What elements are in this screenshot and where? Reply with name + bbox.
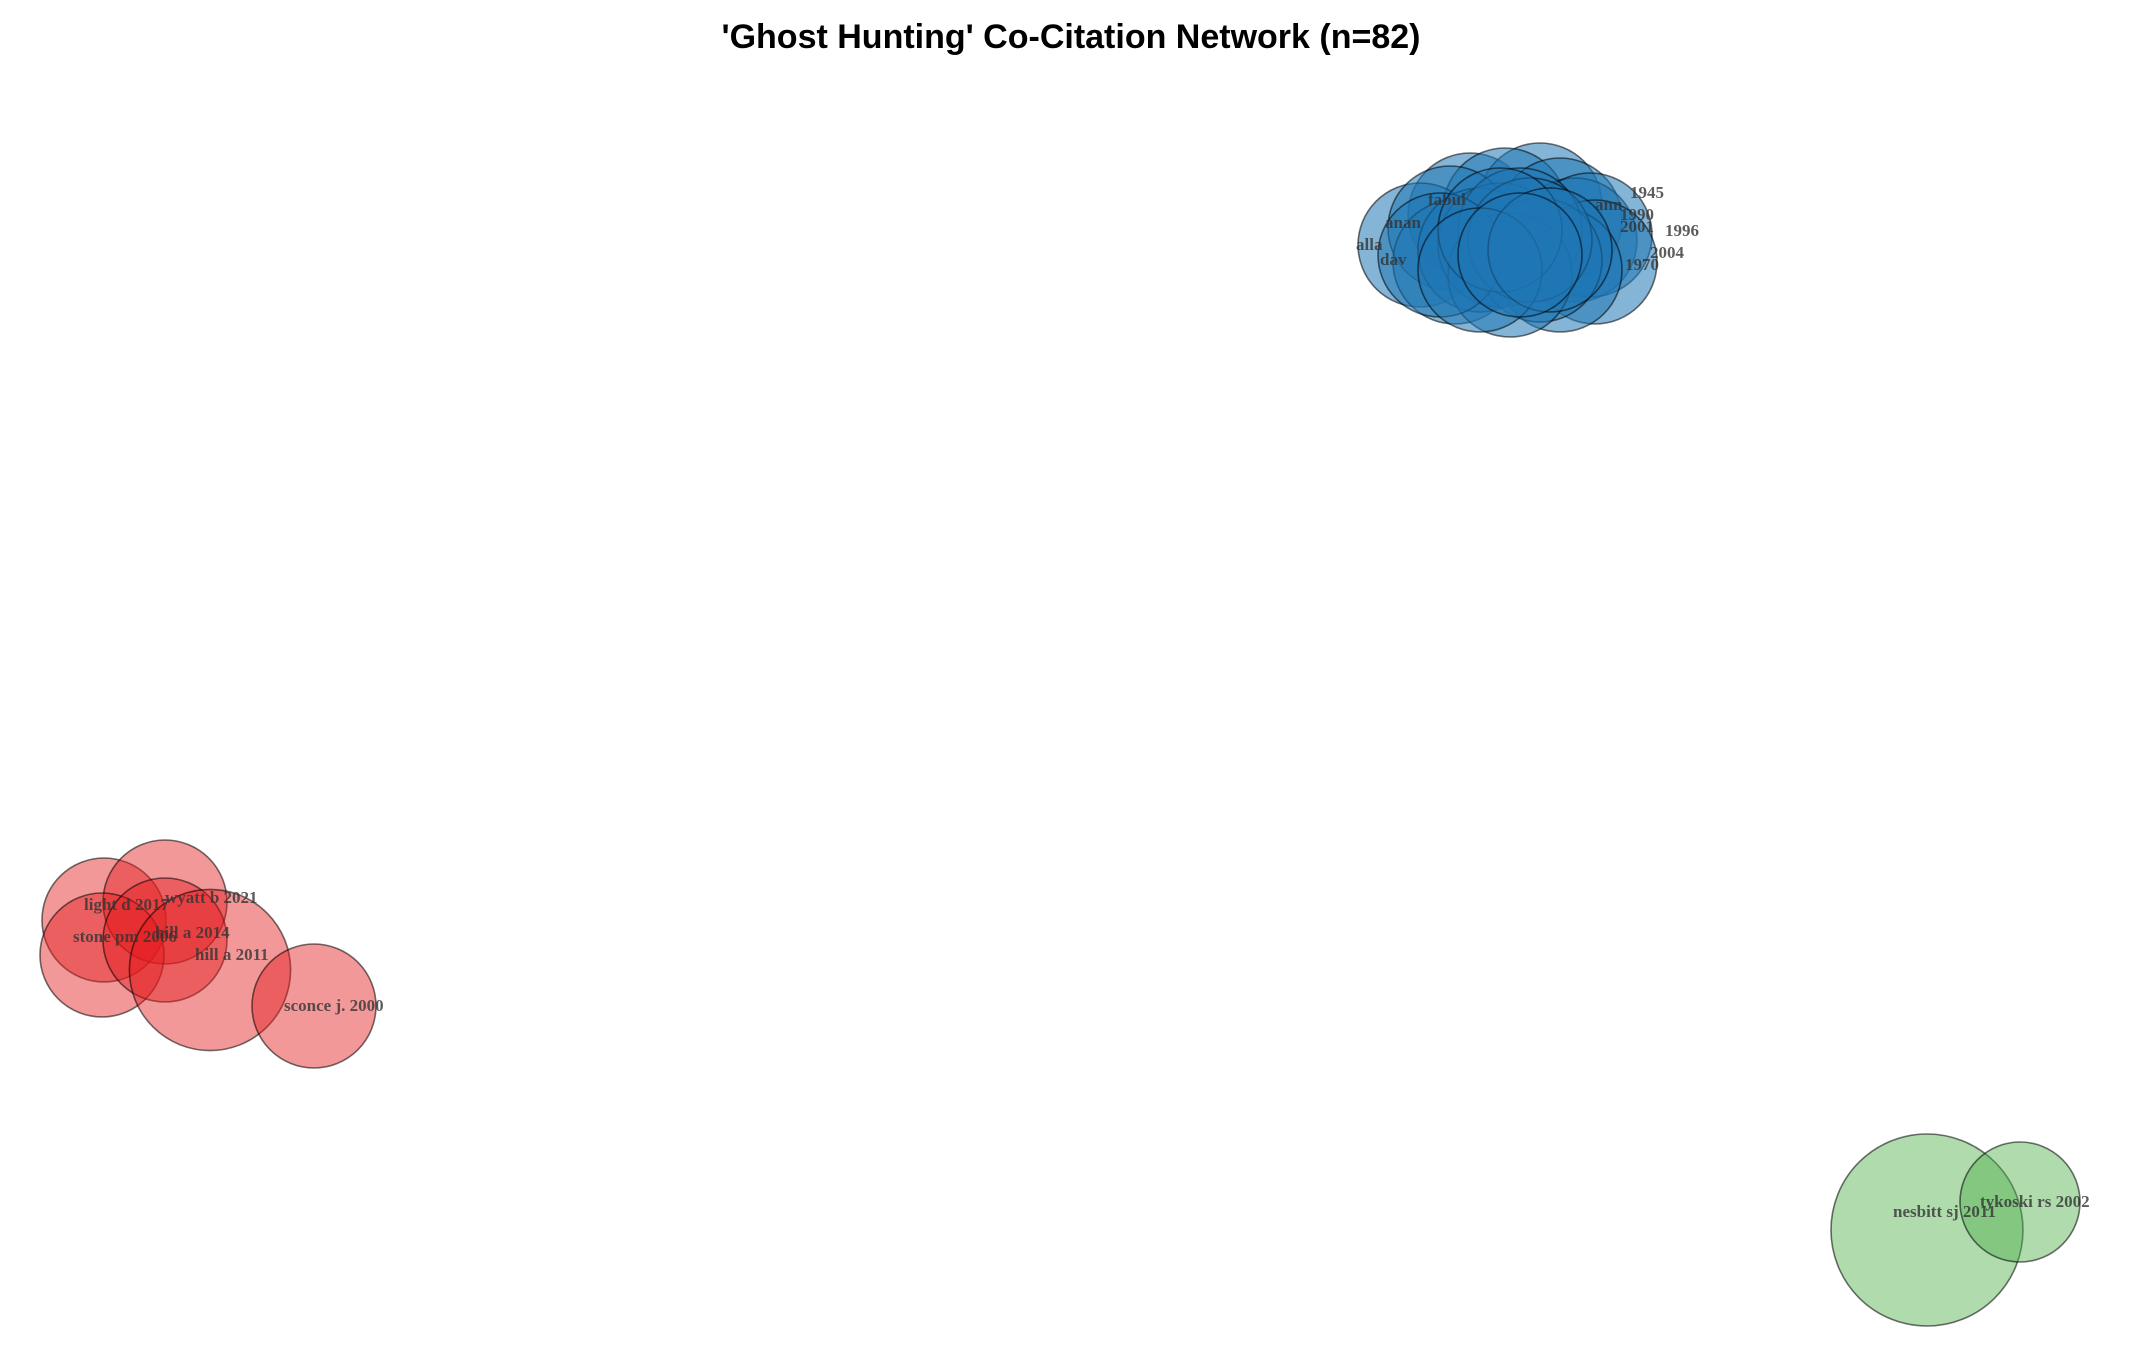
node-label-red-2: stone pm 2006	[73, 927, 177, 946]
node-label-blue-5: 1996	[1665, 221, 1699, 240]
node-label-green-1: tykoski rs 2002	[1980, 1192, 2090, 1211]
node-green-0	[1830, 1133, 2024, 1327]
node-label-blue-4: 2001	[1620, 217, 1654, 236]
node-green-1	[1959, 1141, 2081, 1263]
node-label-blue-8: alla	[1356, 235, 1383, 254]
chart-title: 'Ghost Hunting' Co-Citation Network (n=8…	[721, 18, 1421, 56]
node-label-blue-9: anan	[1385, 213, 1421, 232]
node-label-green-0: nesbitt sj 2011	[1893, 1202, 1996, 1221]
node-label-blue-10: dav	[1380, 250, 1407, 269]
node-label-blue-7: 1970	[1625, 255, 1659, 274]
node-label-blue-0: fabul	[1428, 190, 1466, 209]
node-red-5	[251, 943, 377, 1069]
node-red-3	[102, 877, 228, 1003]
node-red-2	[39, 892, 165, 1018]
node-label-red-0: light d 2017	[84, 895, 170, 914]
node-red-0	[41, 857, 167, 983]
node-label-red-3: hill a 2014	[155, 923, 230, 942]
node-red-1	[102, 839, 228, 965]
node-red-4	[128, 888, 292, 1052]
node-label-blue-3: 1990	[1620, 205, 1654, 224]
node-label-blue-6: 2004	[1650, 243, 1685, 262]
node-label-blue-2: ann	[1595, 195, 1623, 214]
node-blue-21	[1457, 192, 1583, 318]
node-label-red-4: hill a 2011	[195, 945, 269, 964]
node-label-blue-1: 1945	[1630, 183, 1664, 202]
node-label-red-5: sconce j. 2000	[284, 996, 384, 1015]
node-label-red-1: wyatt b 2021	[165, 888, 258, 907]
